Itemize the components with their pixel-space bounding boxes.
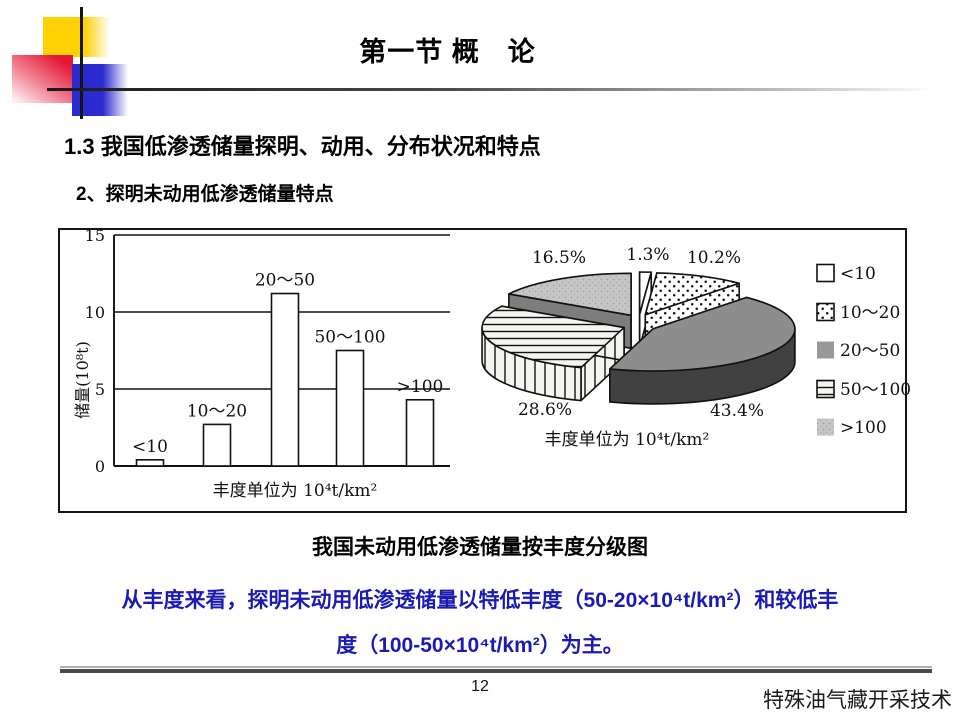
figure-box: 0 5 10 15 <10 10～20 20～50 50～100 >100 储量(10⁸t) 丰度单… xyxy=(58,226,911,513)
bar xyxy=(202,423,232,467)
svg-text:43.4%: 43.4% xyxy=(710,401,764,421)
legend-swatch xyxy=(816,379,835,399)
legend-swatch xyxy=(816,302,835,322)
svg-text:1.3%: 1.3% xyxy=(626,245,669,265)
pie-slice xyxy=(644,272,740,316)
figure-caption: 我国未动用低渗透储量按丰度分级图 xyxy=(312,536,648,559)
logo-red-square-icon xyxy=(12,55,73,103)
bar-chart: 0 5 10 15 <10 10～20 20～50 50～100 >100 储量(10⁸t) 丰度单… xyxy=(73,226,450,501)
sub-heading: 2、探明未动用低渗透储量特点 xyxy=(76,184,334,205)
logo-yellow-square-icon xyxy=(43,17,110,57)
section-heading: 1.3 我国低渗透储量探明、动用、分布状况和特点 xyxy=(64,134,541,159)
legend-swatch xyxy=(817,341,834,359)
pie-slice xyxy=(508,272,632,317)
svg-text:50～100: 50～100 xyxy=(840,380,911,400)
slide-title: 第一节 概 论 xyxy=(359,37,536,67)
svg-text:28.6%: 28.6% xyxy=(518,400,572,420)
svg-text:10～20: 10～20 xyxy=(840,303,900,323)
svg-text:<10: <10 xyxy=(132,437,168,457)
svg-text:20～50: 20～50 xyxy=(255,271,315,291)
logo-vertical-line xyxy=(80,7,83,119)
svg-text:10～20: 10～20 xyxy=(187,401,247,421)
svg-text:<10: <10 xyxy=(840,264,876,284)
pie-slice xyxy=(481,305,625,369)
figure-charts-svg: 0 5 10 15 <10 10～20 20～50 50～100 >100 储量(10⁸t) 丰度单… xyxy=(73,226,911,501)
svg-text:0: 0 xyxy=(95,457,105,476)
svg-text:10.2%: 10.2% xyxy=(687,248,741,268)
svg-text:10: 10 xyxy=(85,303,105,322)
legend-swatch xyxy=(816,263,835,283)
header-rule xyxy=(47,88,935,91)
footer-rule-light xyxy=(60,666,932,668)
page-number: 12 xyxy=(471,678,489,695)
pie-slice xyxy=(638,271,653,315)
legend-swatch xyxy=(817,418,834,436)
pie-chart: 1.3% 10.2% 43.4% 28.6% 16.5% 丰度单位为 10⁴t/km² xyxy=(481,245,796,450)
svg-text:15: 15 xyxy=(85,226,105,245)
footer-rule-dark xyxy=(60,669,932,673)
body-text-line2: 度（100-50×10⁴t/km²）为主。 xyxy=(336,634,624,657)
pie-legend: <10 10～20 20～50 50～100 >100 xyxy=(816,263,911,438)
svg-text:储量(10⁸t): 储量(10⁸t) xyxy=(73,341,92,419)
svg-text:丰度单位为 10⁴t/km²: 丰度单位为 10⁴t/km² xyxy=(213,481,378,501)
svg-text:>100: >100 xyxy=(397,377,444,397)
svg-text:16.5%: 16.5% xyxy=(532,248,586,268)
body-text-line1: 从丰度来看，探明未动用低渗透储量以特低丰度（50-20×10⁴t/km²）和较低… xyxy=(121,589,839,612)
svg-text:50～100: 50～100 xyxy=(314,328,385,348)
footer-brand: 特殊油气藏开采技术 xyxy=(763,689,952,712)
svg-text:丰度单位为 10⁴t/km²: 丰度单位为 10⁴t/km² xyxy=(545,430,710,450)
pie-slice xyxy=(609,296,796,372)
bar xyxy=(270,292,300,467)
svg-text:>100: >100 xyxy=(840,418,887,438)
bar xyxy=(405,398,435,467)
bar xyxy=(135,459,165,467)
svg-text:20～50: 20～50 xyxy=(840,341,900,361)
svg-text:5: 5 xyxy=(95,380,105,399)
bar xyxy=(335,349,365,467)
